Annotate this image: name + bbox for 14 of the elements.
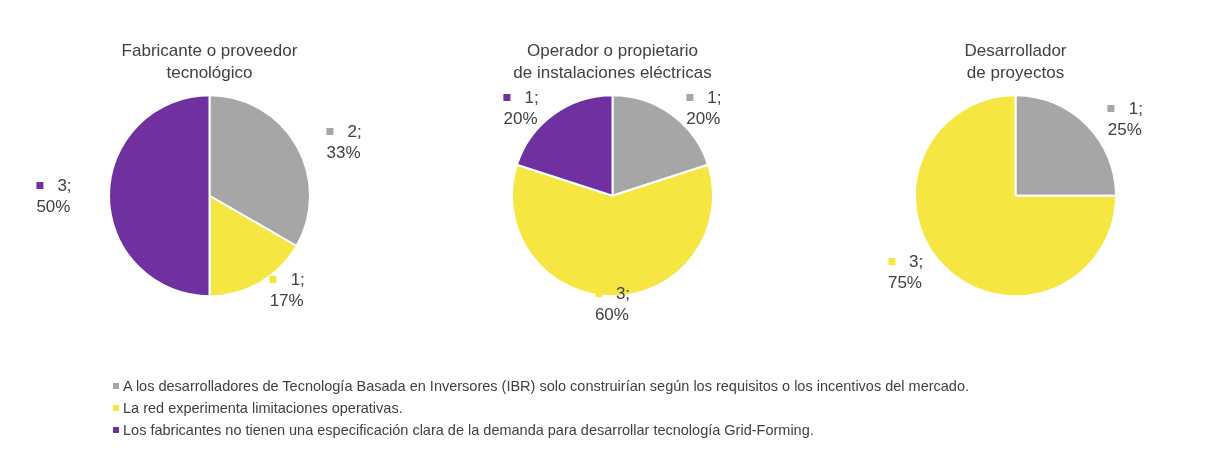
chart-title: Operador o propietario de instalaciones eléctricas [513,41,712,82]
chart-title: Desarrollador de proyectos [964,41,1067,82]
data-label: 1; 20% [686,86,722,129]
data-label: 3; 75% [887,251,924,294]
chart-title: Fabricante o proveedor tecnológico [121,41,298,82]
data-label: 3; 50% [36,174,72,217]
legend-label: Los fabricantes no tienen una especificación clara de la demanda para desarrollar tecnología Grid-Forming. [123,422,814,438]
data-label: 2; 33% [326,120,362,163]
data-label: 1; 20% [503,86,539,129]
legend-label: La red experimenta limitaciones operativas. [123,400,403,416]
data-label: 3; 60% [594,283,631,326]
legend-label: A los desarrolladores de Tecnología Basada en Inversores (IBR) solo construirían según los requisitos o los incentivos del mercado. [123,378,970,394]
data-label: 1; 25% [1107,98,1144,141]
data-label: 1; 17% [269,268,305,311]
